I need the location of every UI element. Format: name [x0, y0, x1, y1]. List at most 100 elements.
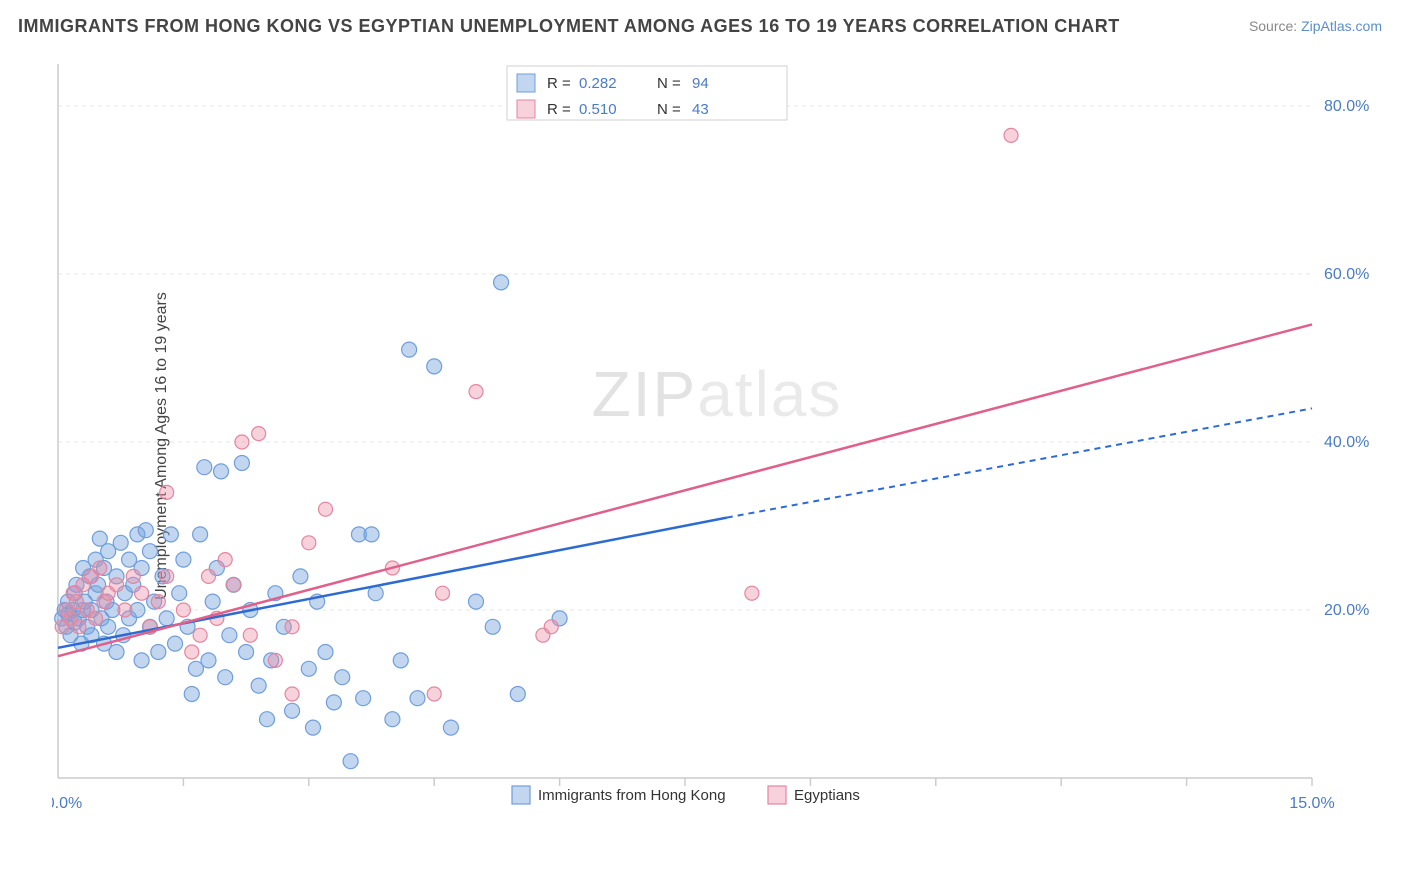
- scatter-point: [319, 502, 333, 516]
- svg-text:40.0%: 40.0%: [1324, 434, 1369, 451]
- scatter-point: [427, 359, 442, 374]
- scatter-point: [176, 552, 191, 567]
- scatter-point: [305, 720, 320, 735]
- scatter-point: [285, 703, 300, 718]
- scatter-point: [201, 569, 215, 583]
- scatter-point: [118, 603, 132, 617]
- legend-stats: R = 0.282 N = 94 R = 0.510 N = 43: [507, 66, 787, 120]
- scatter-point: [293, 569, 308, 584]
- scatter-point: [101, 619, 116, 634]
- scatter-point: [268, 653, 282, 667]
- scatter-point: [201, 653, 216, 668]
- scatter-point: [172, 586, 187, 601]
- scatter-point: [302, 536, 316, 550]
- svg-text:N =: N =: [657, 101, 681, 118]
- scatter-point: [485, 619, 500, 634]
- svg-text:43: 43: [692, 101, 709, 118]
- scatter-point: [235, 435, 249, 449]
- svg-text:0.510: 0.510: [579, 101, 617, 118]
- svg-text:60.0%: 60.0%: [1324, 266, 1369, 283]
- scatter-point: [160, 485, 174, 499]
- scatter-point: [135, 586, 149, 600]
- scatter-point: [184, 687, 199, 702]
- scatter-point: [218, 670, 233, 685]
- scatter-point: [443, 720, 458, 735]
- scatter-point: [193, 527, 208, 542]
- scatter-point: [251, 678, 266, 693]
- scatter-point: [168, 636, 183, 651]
- scatter-point: [222, 628, 237, 643]
- scatter-point: [326, 695, 341, 710]
- plot-area: ZIPatlas 20.0%40.0%60.0%80.0%0.0%15.0%R …: [52, 60, 1382, 820]
- scatter-point: [134, 653, 149, 668]
- svg-text:R =: R =: [547, 75, 571, 92]
- scatter-point: [510, 687, 525, 702]
- svg-text:0.282: 0.282: [579, 75, 617, 92]
- scatter-point: [364, 527, 379, 542]
- svg-text:N =: N =: [657, 75, 681, 92]
- scatter-point: [427, 687, 441, 701]
- scatter-point: [285, 620, 299, 634]
- scatter-point: [126, 569, 140, 583]
- scatter-point: [163, 527, 178, 542]
- scatter-point: [385, 712, 400, 727]
- scatter-point: [159, 611, 174, 626]
- scatter-point: [544, 620, 558, 634]
- scatter-point: [1004, 128, 1018, 142]
- svg-text:80.0%: 80.0%: [1324, 98, 1369, 115]
- scatter-point: [410, 691, 425, 706]
- scatter-point: [402, 342, 417, 357]
- scatter-point: [176, 603, 190, 617]
- scatter-point: [227, 578, 241, 592]
- svg-text:Immigrants from Hong Kong: Immigrants from Hong Kong: [538, 787, 726, 804]
- scatter-point: [285, 687, 299, 701]
- scatter-point: [243, 628, 257, 642]
- scatter-point: [356, 691, 371, 706]
- scatter-point: [109, 645, 124, 660]
- svg-text:15.0%: 15.0%: [1289, 795, 1334, 812]
- legend-series: Immigrants from Hong Kong Egyptians: [512, 786, 860, 804]
- scatter-point: [160, 569, 174, 583]
- scatter-point: [197, 460, 212, 475]
- svg-text:R =: R =: [547, 101, 571, 118]
- scatter-point: [113, 535, 128, 550]
- scatter-point: [494, 275, 509, 290]
- scatter-point: [151, 595, 165, 609]
- source-label: Source:: [1249, 18, 1297, 34]
- scatter-point: [142, 544, 157, 559]
- scatter-point: [393, 653, 408, 668]
- scatter-point: [469, 385, 483, 399]
- chart-title: IMMIGRANTS FROM HONG KONG VS EGYPTIAN UN…: [18, 16, 1120, 37]
- scatter-point: [239, 645, 254, 660]
- svg-text:0.0%: 0.0%: [52, 795, 82, 812]
- scatter-point: [72, 620, 86, 634]
- source-attribution: Source: ZipAtlas.com: [1249, 18, 1382, 34]
- svg-text:Egyptians: Egyptians: [794, 787, 860, 804]
- chart-svg: 20.0% 40.0% 60.0% 80.0% 0.0% 15.0% R = 0.282 N =…: [52, 60, 1382, 820]
- scatter-point: [260, 712, 275, 727]
- scatter-point: [436, 586, 450, 600]
- scatter-point: [234, 456, 249, 471]
- scatter-point: [89, 611, 103, 625]
- scatter-point: [151, 645, 166, 660]
- scatter-point: [110, 578, 124, 592]
- scatter-point: [318, 645, 333, 660]
- trend-line-extend: [727, 408, 1312, 517]
- scatter-point: [218, 553, 232, 567]
- scatter-point: [469, 594, 484, 609]
- scatter-point: [185, 645, 199, 659]
- scatter-point: [301, 661, 316, 676]
- svg-text:20.0%: 20.0%: [1324, 602, 1369, 619]
- chart-container: IMMIGRANTS FROM HONG KONG VS EGYPTIAN UN…: [0, 0, 1406, 892]
- scatter-point: [252, 427, 266, 441]
- scatter-point: [138, 523, 153, 538]
- scatter-point: [335, 670, 350, 685]
- svg-text:94: 94: [692, 75, 709, 92]
- scatter-point: [93, 561, 107, 575]
- source-link[interactable]: ZipAtlas.com: [1301, 18, 1382, 34]
- scatter-point: [193, 628, 207, 642]
- scatter-point: [214, 464, 229, 479]
- scatter-point: [745, 586, 759, 600]
- scatter-point: [205, 594, 220, 609]
- trend-line: [58, 324, 1312, 656]
